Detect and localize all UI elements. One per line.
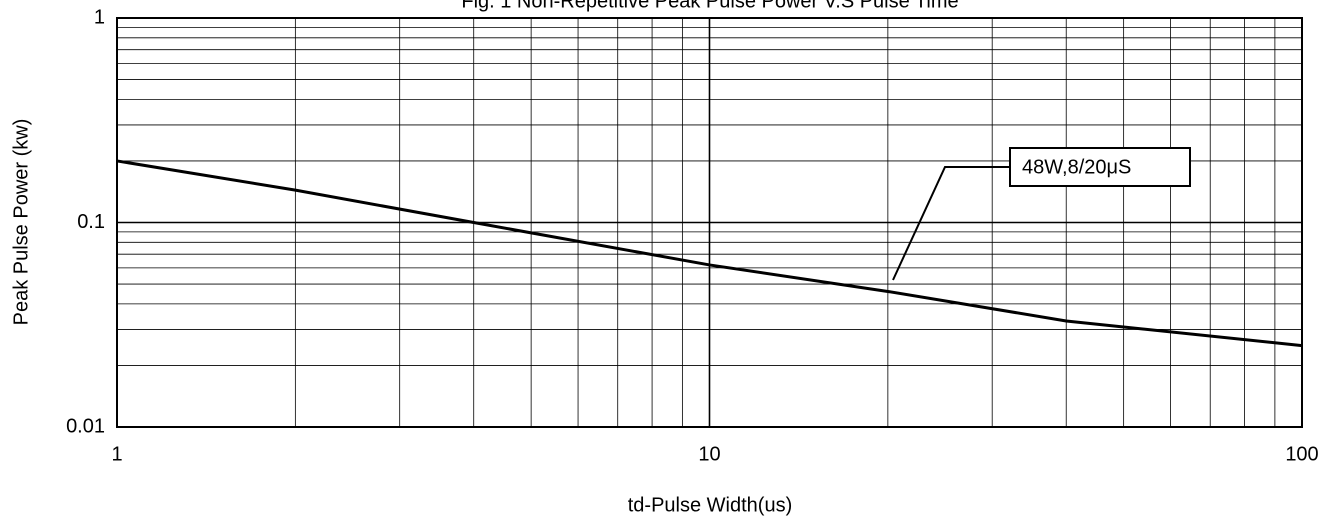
x-tick-label: 100 [1285, 443, 1318, 465]
chart-title: Fig. 1 Non-Repetitive Peak Pulse Power V… [461, 0, 958, 12]
callout-leader [892, 166, 1010, 281]
y-tick-label: 0.01 [66, 415, 105, 437]
y-tick-label: 1 [94, 6, 105, 28]
y-axis-label: Peak Pulse Power (kw) [10, 119, 32, 326]
y-tick-label: 0.1 [77, 211, 105, 233]
plot-frame [116, 17, 1303, 428]
x-tick-label: 10 [698, 443, 720, 465]
callout-box [1009, 147, 1191, 187]
x-axis-label: td-Pulse Width(us) [628, 494, 793, 516]
legend-label: 48W,8/20μS [1022, 156, 1131, 178]
x-tick-label: 1 [111, 443, 122, 465]
series-line [116, 159, 1303, 348]
